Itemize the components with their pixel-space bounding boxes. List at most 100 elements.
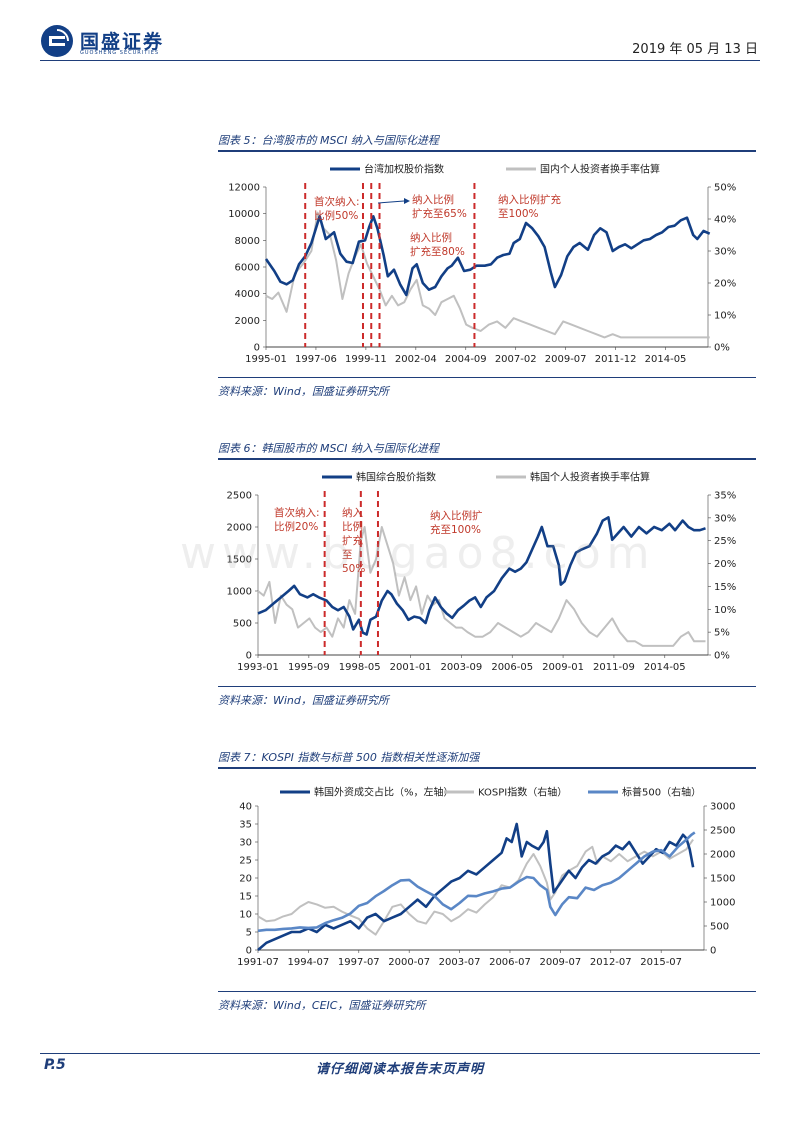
report-date: 2019 年 05 月 13 日	[632, 42, 758, 57]
annotation-text: 扩充至80%	[410, 245, 465, 258]
annotation-text: 纳入比例扩充	[498, 193, 561, 206]
legend-item: 台湾加权股价指数	[330, 163, 444, 176]
annotation-text: 首次纳入:	[314, 195, 360, 208]
x-tick-label: 2001-01	[390, 662, 432, 673]
y-tick-label-right: 1000	[710, 898, 735, 909]
y-tick-label-left: 500	[233, 619, 252, 630]
y-tick-label-left: 30	[239, 838, 252, 849]
y-tick-label-right: 50%	[714, 183, 736, 194]
series-line	[264, 215, 711, 297]
x-tick-label: 2003-09	[440, 662, 482, 673]
annotation-text: 充至100%	[430, 523, 481, 536]
y-tick-label-left: 6000	[235, 263, 260, 274]
figure-5-source: 资料来源：Wind，国盛证券研究所	[218, 385, 389, 398]
figure-6-chart: 0 500 1000 1500 2000 2500 0% 5% 10% 15% 20% 25% 30% 3…	[227, 471, 737, 674]
x-tick-label: 2014-05	[645, 354, 687, 365]
y-tick-label-right: 35%	[714, 491, 736, 502]
legend-item: 韩国个人投资者换手率估算	[496, 471, 650, 484]
page-number: P.5	[44, 1057, 66, 1073]
y-tick-label-right: 2000	[710, 850, 735, 861]
guosheng-logo-icon	[41, 25, 73, 57]
legend-item: 韩国综合股价指数	[322, 471, 436, 484]
x-tick-label: 1999-11	[345, 354, 387, 365]
figure-5-top-rule	[218, 150, 756, 152]
x-tick-label: 1997-06	[295, 354, 337, 365]
annotation-text: 首次纳入:	[274, 506, 320, 519]
figure-5-source-rule	[218, 377, 756, 378]
annotation-text: 比例20%	[274, 520, 318, 533]
y-tick-label-left: 1000	[227, 587, 252, 598]
annotation-text: 至	[342, 549, 353, 561]
header-divider	[40, 60, 760, 61]
series-line	[257, 839, 694, 936]
figure-7-title: 图表 7：KOSPI 指数与标普 500 指数相关性逐渐加强	[218, 751, 480, 764]
y-tick-label-left: 0	[246, 651, 252, 662]
y-tick-label-left: 0	[246, 946, 252, 957]
figure-6-source: 资料来源：Wind，国盛证券研究所	[218, 694, 389, 707]
annotation-text: 扩充	[342, 534, 363, 547]
y-tick-label-right: 5%	[714, 628, 730, 639]
series-line	[257, 831, 696, 933]
y-tick-label-left: 20	[239, 874, 252, 885]
y-tick-label-left: 4000	[235, 289, 260, 300]
legend-label: 台湾加权股价指数	[364, 163, 444, 176]
footer-divider	[40, 1053, 760, 1054]
x-tick-label: 2009-01	[542, 662, 584, 673]
annotation-text: 扩充至65%	[412, 207, 467, 220]
y-tick-label-right: 15%	[714, 582, 736, 593]
x-tick-label: 1997-07	[338, 957, 380, 968]
annotation-text: 至100%	[498, 208, 539, 220]
annotation: 首次纳入:比例50%	[314, 195, 360, 222]
y-tick-label-right: 20%	[714, 279, 736, 290]
footer-disclaimer: 请仔细阅读本报告末页声明	[315, 1062, 484, 1077]
legend-label: 韩国综合股价指数	[356, 471, 436, 484]
x-tick-label: 2012-07	[590, 957, 632, 968]
y-tick-label-left: 10	[239, 910, 252, 921]
y-tick-label-left: 0	[254, 343, 260, 354]
x-tick-label: 2004-09	[445, 354, 487, 365]
y-tick-label-left: 12000	[228, 183, 260, 194]
y-tick-label-right: 20%	[714, 559, 736, 570]
y-tick-label-right: 30%	[714, 513, 736, 524]
y-tick-label-right: 30%	[714, 247, 736, 258]
y-tick-label-left: 5	[246, 928, 252, 939]
brand-name-en: GUOSHENG SECURITIES	[80, 50, 160, 56]
y-tick-label-right: 10%	[714, 311, 736, 322]
x-tick-label: 1995-09	[288, 662, 330, 673]
figure-6-top-rule	[218, 458, 756, 460]
y-tick-label-left: 25	[239, 856, 252, 867]
y-tick-label-right: 1500	[710, 874, 735, 885]
x-tick-label: 2015-07	[640, 957, 682, 968]
y-tick-label-right: 40%	[714, 215, 736, 226]
annotation-text: 比例	[342, 520, 363, 533]
y-tick-label-left: 2500	[227, 491, 252, 502]
y-tick-label-left: 10000	[228, 209, 260, 220]
x-tick-label: 2011-12	[595, 354, 637, 365]
annotation-text: 纳入比例扩	[430, 509, 483, 522]
annotation: 首次纳入:比例20%	[274, 506, 320, 533]
figure-7-source-rule	[218, 991, 756, 992]
x-tick-label: 2000-07	[388, 957, 430, 968]
x-tick-label: 2006-05	[491, 662, 533, 673]
y-tick-label-right: 2500	[710, 826, 735, 837]
figure-7-source: 资料来源：Wind，CEIC，国盛证券研究所	[218, 999, 426, 1012]
annotation-text: 纳入	[342, 506, 363, 519]
x-tick-label: 1998-05	[339, 662, 381, 673]
legend-label: 标普500（右轴）	[622, 786, 701, 799]
legend-label: 韩国个人投资者换手率估算	[530, 471, 650, 484]
annotation-text: 50%	[342, 563, 365, 575]
legend-label: KOSPI指数（右轴）	[478, 786, 567, 799]
x-tick-label: 1995-01	[245, 354, 287, 365]
x-tick-label: 2011-09	[593, 662, 635, 673]
annotation-text: 纳入比例	[412, 193, 454, 206]
y-tick-label-right: 500	[710, 922, 729, 933]
y-tick-label-left: 2000	[227, 523, 252, 534]
figure-7-chart: 0 5 10 15 20 25 30 35 40 0 500 1000 1500 2000 2500 3000…	[237, 786, 735, 969]
x-tick-label: 2009-07	[545, 354, 587, 365]
y-tick-label-left: 8000	[235, 236, 260, 247]
x-tick-label: 2014-05	[644, 662, 686, 673]
